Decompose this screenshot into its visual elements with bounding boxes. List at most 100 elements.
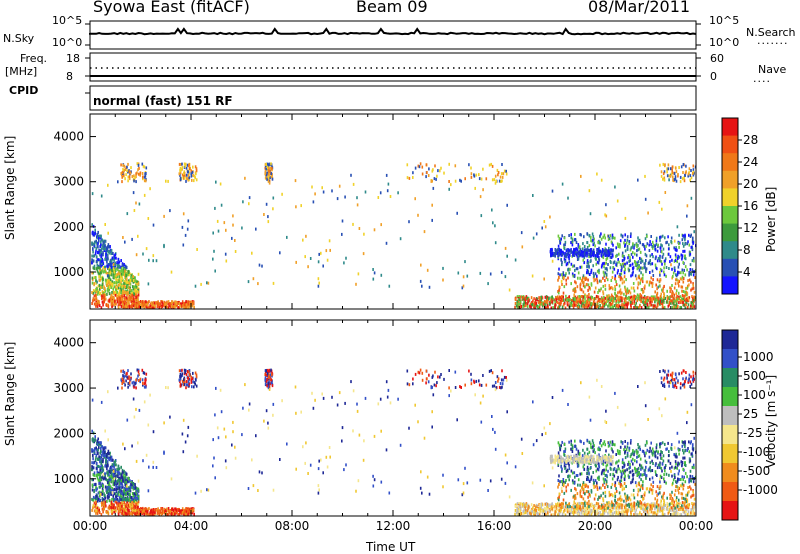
echo-cell <box>580 304 583 308</box>
echo-cell <box>652 274 655 277</box>
echo-cell <box>664 297 667 300</box>
echo-cell <box>190 378 192 382</box>
echo-cell <box>149 303 152 307</box>
echo-cell <box>179 171 182 175</box>
echo-cell <box>646 234 648 238</box>
echo-cell <box>110 265 113 269</box>
echo-cell <box>318 281 320 285</box>
echo-cell <box>581 253 583 257</box>
echo-cell <box>144 300 146 304</box>
echo-cell <box>691 268 694 272</box>
echo-cell <box>578 295 580 298</box>
echo-cell <box>115 256 117 260</box>
echo-cell <box>661 207 663 211</box>
echo-cell <box>688 273 690 277</box>
echo-cell <box>569 267 571 271</box>
echo-cell <box>193 305 195 309</box>
echo-cell <box>565 272 567 276</box>
echo-cell <box>611 299 614 303</box>
echo-cell <box>656 298 659 302</box>
echo-cell <box>560 252 563 256</box>
echo-cell <box>266 372 269 376</box>
echo-cell <box>97 497 99 501</box>
echo-cell <box>98 464 100 468</box>
echo-cell <box>683 249 686 253</box>
echo-cell <box>598 271 600 275</box>
echo-cell <box>103 296 105 300</box>
echo-cell <box>619 245 621 249</box>
echo-cell <box>317 284 320 288</box>
echo-cell <box>126 497 129 501</box>
echo-cell <box>568 257 570 260</box>
echo-cell <box>136 286 139 290</box>
echo-cell <box>663 273 666 277</box>
echo-cell <box>408 176 411 180</box>
echo-cell <box>514 258 517 262</box>
echo-cell <box>92 230 94 234</box>
echo-cell <box>428 285 431 289</box>
echo-cell <box>119 481 122 485</box>
echo-cell <box>600 253 603 257</box>
echo-cell <box>649 262 652 266</box>
echo-cell <box>98 455 100 459</box>
echo-cell <box>603 301 606 305</box>
echo-cell <box>574 303 576 307</box>
echo-cell <box>649 271 651 274</box>
echo-cell <box>603 233 606 237</box>
echo-cell <box>588 264 590 268</box>
echo-cell <box>637 275 640 279</box>
echo-cell <box>142 164 145 168</box>
echo-cell <box>264 172 266 176</box>
echo-cell <box>522 303 525 307</box>
echo-cell <box>651 269 654 273</box>
echo-cell <box>125 512 128 516</box>
echo-cell <box>608 246 610 250</box>
echo-cell <box>181 225 184 229</box>
echo-cell <box>133 285 135 289</box>
echo-cell <box>661 288 663 292</box>
echo-cell <box>123 371 126 374</box>
echo-cell <box>113 258 115 262</box>
echo-cell <box>97 290 99 294</box>
echo-cell <box>639 293 641 297</box>
echo-cell <box>135 282 137 286</box>
echo-cell <box>656 249 659 253</box>
echo-cell <box>295 205 297 209</box>
echo-cell <box>554 250 557 254</box>
echo-cell <box>618 275 620 279</box>
echo-cell <box>582 254 585 258</box>
echo-cell <box>188 384 190 388</box>
echo-cell <box>670 299 673 303</box>
echo-cell <box>123 266 125 270</box>
echo-cell <box>435 177 437 181</box>
echo-cell <box>232 223 234 227</box>
echo-cell <box>184 369 187 373</box>
echo-cell <box>179 383 182 387</box>
echo-cell <box>114 463 116 467</box>
echo-cell <box>110 465 113 469</box>
echo-cell <box>110 282 113 286</box>
echo-cell <box>123 164 126 168</box>
echo-cell <box>501 175 504 179</box>
echo-cell <box>117 296 120 300</box>
echo-cell <box>658 300 660 304</box>
echo-cell <box>635 301 637 305</box>
echo-cell <box>592 264 594 268</box>
echo-cell <box>130 512 132 516</box>
echo-cell <box>113 481 116 485</box>
echo-cell <box>95 504 98 508</box>
echo-cell <box>596 276 598 280</box>
echo-cell <box>101 468 103 472</box>
echo-cell <box>600 287 602 291</box>
echo-cell <box>269 176 271 180</box>
echo-cell <box>135 180 137 184</box>
echo-cell <box>534 300 537 304</box>
echo-cell <box>123 290 125 294</box>
echo-cell <box>583 245 586 248</box>
echo-cell <box>122 485 124 489</box>
echo-cell <box>590 270 592 274</box>
echo-cell <box>266 177 268 181</box>
echo-cell <box>663 170 666 174</box>
echo-cell <box>690 280 692 284</box>
echo-cell <box>470 166 472 170</box>
